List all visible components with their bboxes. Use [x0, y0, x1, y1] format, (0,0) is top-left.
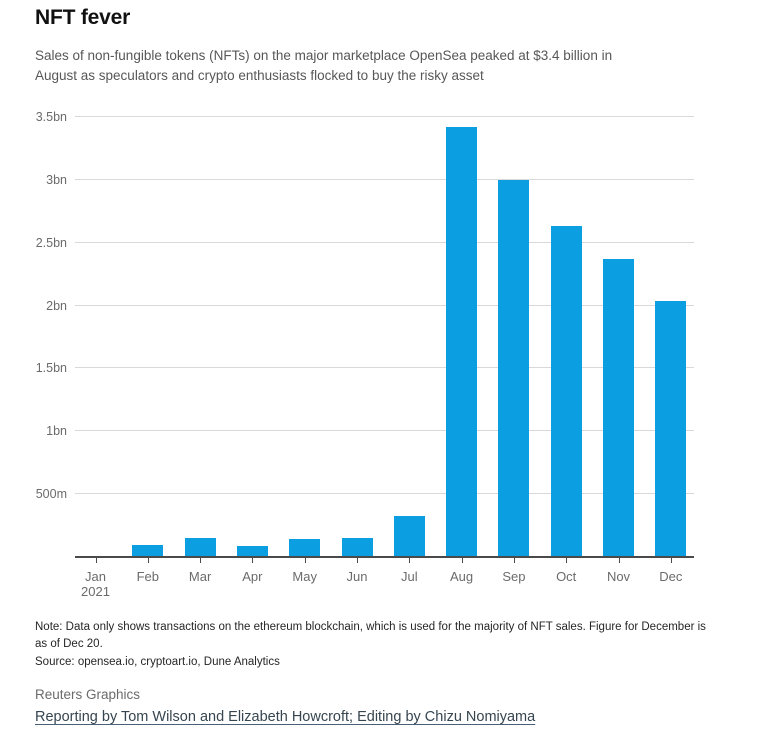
- x-axis-label-aug: Aug: [450, 569, 474, 584]
- x-axis-label-dec: Dec: [659, 569, 683, 584]
- bar-may: [289, 539, 321, 557]
- y-axis-label-1.5bn: 1.5bn: [35, 361, 67, 376]
- bar-apr: [236, 546, 268, 557]
- x-tick-sep: [513, 558, 515, 563]
- bar-aug: [446, 127, 478, 557]
- chart-subtitle: Sales of non-fungible tokens (NFTs) on t…: [35, 48, 613, 83]
- bar-feb: [132, 545, 164, 557]
- x-axis-label-may: May: [292, 569, 317, 584]
- gridline-2.5bn: [75, 241, 694, 243]
- x-tick-oct: [566, 558, 568, 563]
- bar-jul: [393, 516, 425, 557]
- x-axis-label-jan: Jan 2021: [81, 569, 110, 599]
- y-axis-label-3.5bn: 3.5bn: [35, 110, 67, 124]
- y-axis-label-2bn: 2bn: [46, 298, 67, 313]
- chart-note: Note: Data only shows transactions on th…: [35, 621, 706, 650]
- gridline-3bn: [75, 178, 694, 180]
- x-axis-label-jul: Jul: [400, 569, 418, 584]
- gridline-500m: [75, 493, 694, 495]
- x-tick-jan: [95, 558, 97, 563]
- gridline-1.5bn: [75, 367, 694, 369]
- bar-jun: [341, 538, 373, 557]
- bar-chart-plot-area: 500m 1bn 1.5bn 2bn 2.5bn 3bn 3.5bn Jan 2021 Feb M…: [36, 110, 694, 599]
- x-tick-jun: [357, 558, 358, 563]
- x-tick-jul: [409, 558, 411, 563]
- x-axis-label-sep: Sep: [502, 569, 526, 584]
- x-axis-label-nov: Nov: [606, 569, 631, 584]
- x-tick-may: [304, 558, 306, 563]
- x-axis-label-apr: Apr: [242, 569, 263, 584]
- bar-nov: [603, 259, 634, 557]
- reporting-byline-link[interactable]: Reporting by Tom Wilson and Elizabeth Ho…: [35, 709, 536, 725]
- x-tick-mar: [200, 558, 202, 563]
- bar-mar: [184, 538, 216, 557]
- reuters-graphics-credit: Reuters Graphics: [35, 687, 141, 702]
- x-tick-nov: [618, 558, 620, 563]
- x-tick-feb: [147, 558, 149, 563]
- bar-dec: [655, 301, 687, 557]
- x-axis-label-mar: Mar: [188, 569, 212, 584]
- y-axis-label-2.5bn: 2.5bn: [35, 235, 67, 250]
- x-axis-label-feb: Feb: [136, 569, 159, 584]
- x-tick-apr: [252, 558, 254, 563]
- x-axis-label-jun: Jun: [346, 569, 368, 584]
- gridline-1bn: [75, 430, 694, 432]
- y-axis-label-3bn: 3bn: [46, 172, 67, 187]
- x-axis-line: [75, 556, 694, 558]
- y-axis-label-1bn: 1bn: [46, 424, 67, 439]
- chart-notes: Note: Data only shows transactions on th…: [35, 619, 745, 671]
- y-axis-label-500m: 500m: [35, 487, 67, 502]
- bar-sep: [498, 180, 530, 557]
- x-axis-label-oct: Oct: [556, 569, 577, 584]
- x-tick-dec: [670, 558, 672, 563]
- chart-source: Source: opensea.io, cryptoart.io, Dune A…: [35, 656, 280, 668]
- gridline-3.5bn: [75, 116, 694, 117]
- bar-oct: [550, 226, 582, 557]
- page-title: NFT fever: [35, 6, 131, 29]
- x-tick-aug: [461, 558, 463, 563]
- gridline-2bn: [75, 304, 694, 306]
